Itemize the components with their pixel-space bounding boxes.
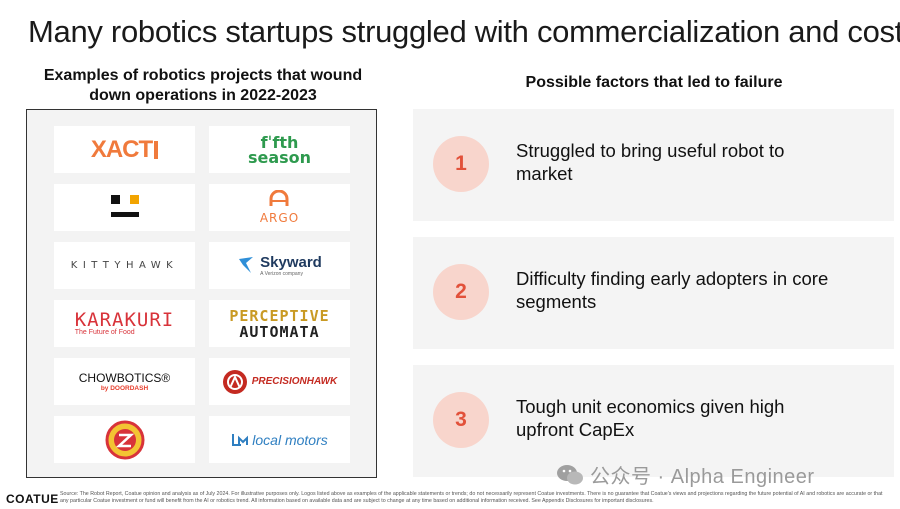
wechat-icon — [557, 464, 583, 484]
precisionhawk-logo-text: PRECISIONHAWK — [251, 376, 338, 387]
factor-card-2: 2 Difficulty finding early adopters in c… — [413, 237, 894, 349]
chowbotics-subtitle: by DOORDASH — [100, 385, 149, 392]
logo-perceptive-automata: PERCEPTIVE AUTOMATA — [209, 300, 350, 347]
karakuri-subtitle: The Future of Food — [74, 329, 135, 336]
watermark-text: 公众号 · Alpha Engineer — [590, 466, 815, 488]
brand-logo: COATUE — [6, 492, 59, 506]
source-footnote: Source: The Robot Report, Coatue opinion… — [60, 491, 883, 504]
logo-panel: XACT fˈfth season ARGO KITTYHAWK — [26, 109, 377, 478]
logo-fifth-season: fˈfth season — [209, 126, 350, 173]
factor-number-badge: 2 — [433, 264, 489, 320]
factor-text: Struggled to bring useful robot to marke… — [516, 140, 785, 184]
factor-number-badge: 3 — [433, 392, 489, 448]
left-section-heading: Examples of robotics projects that wound… — [43, 67, 363, 104]
logo-chowbotics: CHOWBOTICS® by DOORDASH — [54, 358, 195, 405]
logo-local-motors: local motors — [209, 416, 350, 463]
fifth-season-line1: fˈfth — [260, 132, 299, 152]
argo-arch-icon — [269, 189, 289, 206]
factor-card-3: 3 Tough unit economics given high upfron… — [413, 365, 894, 477]
perceptive-line2: AUTOMATA — [239, 322, 320, 341]
right-section-heading: Possible factors that led to failure — [525, 74, 783, 91]
factor-text: Tough unit economics given high upfront … — [516, 396, 785, 440]
karakuri-logo-text: KARAKURI — [74, 309, 175, 331]
kittyhawk-logo-text: KITTYHAWK — [70, 260, 179, 271]
skyward-logo-text: Skyward — [260, 254, 322, 271]
logo-skyward: Skyward A Verizon company — [209, 242, 350, 289]
watermark: 公众号 · Alpha Engineer — [556, 460, 815, 489]
factor-text: Difficulty finding early adopters in cor… — [516, 268, 829, 312]
precisionhawk-emblem-icon — [222, 369, 247, 394]
logo-dots — [54, 184, 195, 231]
factor-card-1: 1 Struggled to bring useful robot to mar… — [413, 109, 894, 221]
logo-kittyhawk: KITTYHAWK — [54, 242, 195, 289]
logo-zume-pizza — [54, 416, 195, 463]
zume-pizza-badge-icon — [105, 420, 144, 459]
fifth-season-line2: season — [247, 147, 312, 167]
argo-logo-text: ARGO — [259, 211, 300, 225]
xact-bar-icon — [154, 140, 159, 159]
logo-precisionhawk: PRECISIONHAWK — [209, 358, 350, 405]
page-title: Many robotics startups struggled with co… — [28, 14, 900, 49]
factor-number-badge: 1 — [433, 136, 489, 192]
dot-face-icon — [110, 194, 139, 217]
local-motors-logo-text: local motors — [252, 431, 328, 448]
logo-argo: ARGO — [209, 184, 350, 231]
skyward-subtitle: A Verizon company — [260, 271, 303, 277]
perceptive-line1: PERCEPTIVE — [229, 306, 330, 325]
logo-xact: XACT — [54, 126, 195, 173]
xact-logo-text: XACT — [90, 135, 153, 163]
local-motors-icon — [232, 433, 249, 446]
chowbotics-logo-text: CHOWBOTICS® — [78, 371, 171, 385]
skyward-bird-icon — [239, 256, 254, 273]
logo-karakuri: KARAKURI The Future of Food — [54, 300, 195, 347]
